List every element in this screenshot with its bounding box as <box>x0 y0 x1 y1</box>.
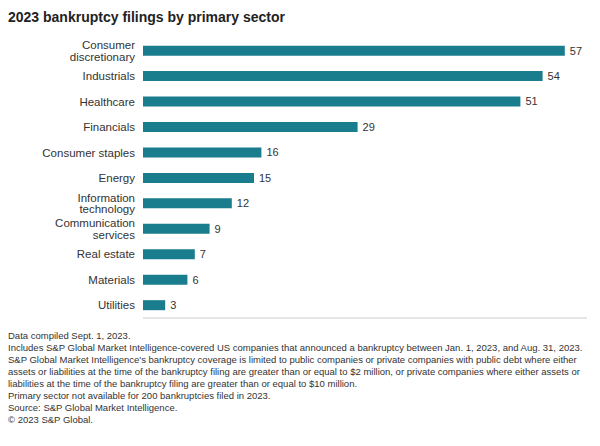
svg-text:Consumerdiscretionary: Consumerdiscretionary <box>70 39 135 63</box>
svg-text:Healthcare: Healthcare <box>79 96 135 108</box>
svg-text:Industrials: Industrials <box>83 70 136 82</box>
html-text:© 2023 S&P Global.: © 2023 S&P Global. <box>8 414 93 425</box>
html-text:Source: S&P Global Market Inte: Source: S&P Global Market Intelligence. <box>8 402 178 413</box>
html-text:2023 bankruptcy filings by pri: 2023 bankruptcy filings by primary secto… <box>8 9 285 25</box>
svg-text:9: 9 <box>215 223 221 235</box>
svg-text:Real estate: Real estate <box>77 248 135 260</box>
html-text:Data compiled Sept. 1, 2023.: Data compiled Sept. 1, 2023. <box>8 330 131 341</box>
svg-text:Financials: Financials <box>83 121 135 133</box>
svg-text:54: 54 <box>548 70 560 82</box>
html-text:Includes S&P Global Market Int: Includes S&P Global Market Intelligence-… <box>8 342 583 353</box>
html-text:Primary sector not available f: Primary sector not available for 200 ban… <box>8 390 271 401</box>
svg-text:51: 51 <box>525 95 537 107</box>
html-text:S&P Global Market Intelligence: S&P Global Market Intelligence's bankrup… <box>8 354 580 389</box>
svg-text:3: 3 <box>170 299 176 311</box>
svg-text:29: 29 <box>363 121 375 133</box>
svg-text:7: 7 <box>200 248 206 260</box>
svg-text:Utilities: Utilities <box>98 299 135 311</box>
svg-text:6: 6 <box>192 274 198 286</box>
svg-text:Energy: Energy <box>99 172 136 184</box>
svg-text:Communicationservices: Communicationservices <box>55 217 135 241</box>
svg-text:Materials: Materials <box>88 274 135 286</box>
svg-text:57: 57 <box>570 45 582 57</box>
svg-text:12: 12 <box>237 197 249 209</box>
svg-text:15: 15 <box>259 172 271 184</box>
svg-text:Informationtechnology: Informationtechnology <box>77 192 135 216</box>
svg-text:Consumer staples: Consumer staples <box>42 147 135 159</box>
svg-text:16: 16 <box>266 146 278 158</box>
